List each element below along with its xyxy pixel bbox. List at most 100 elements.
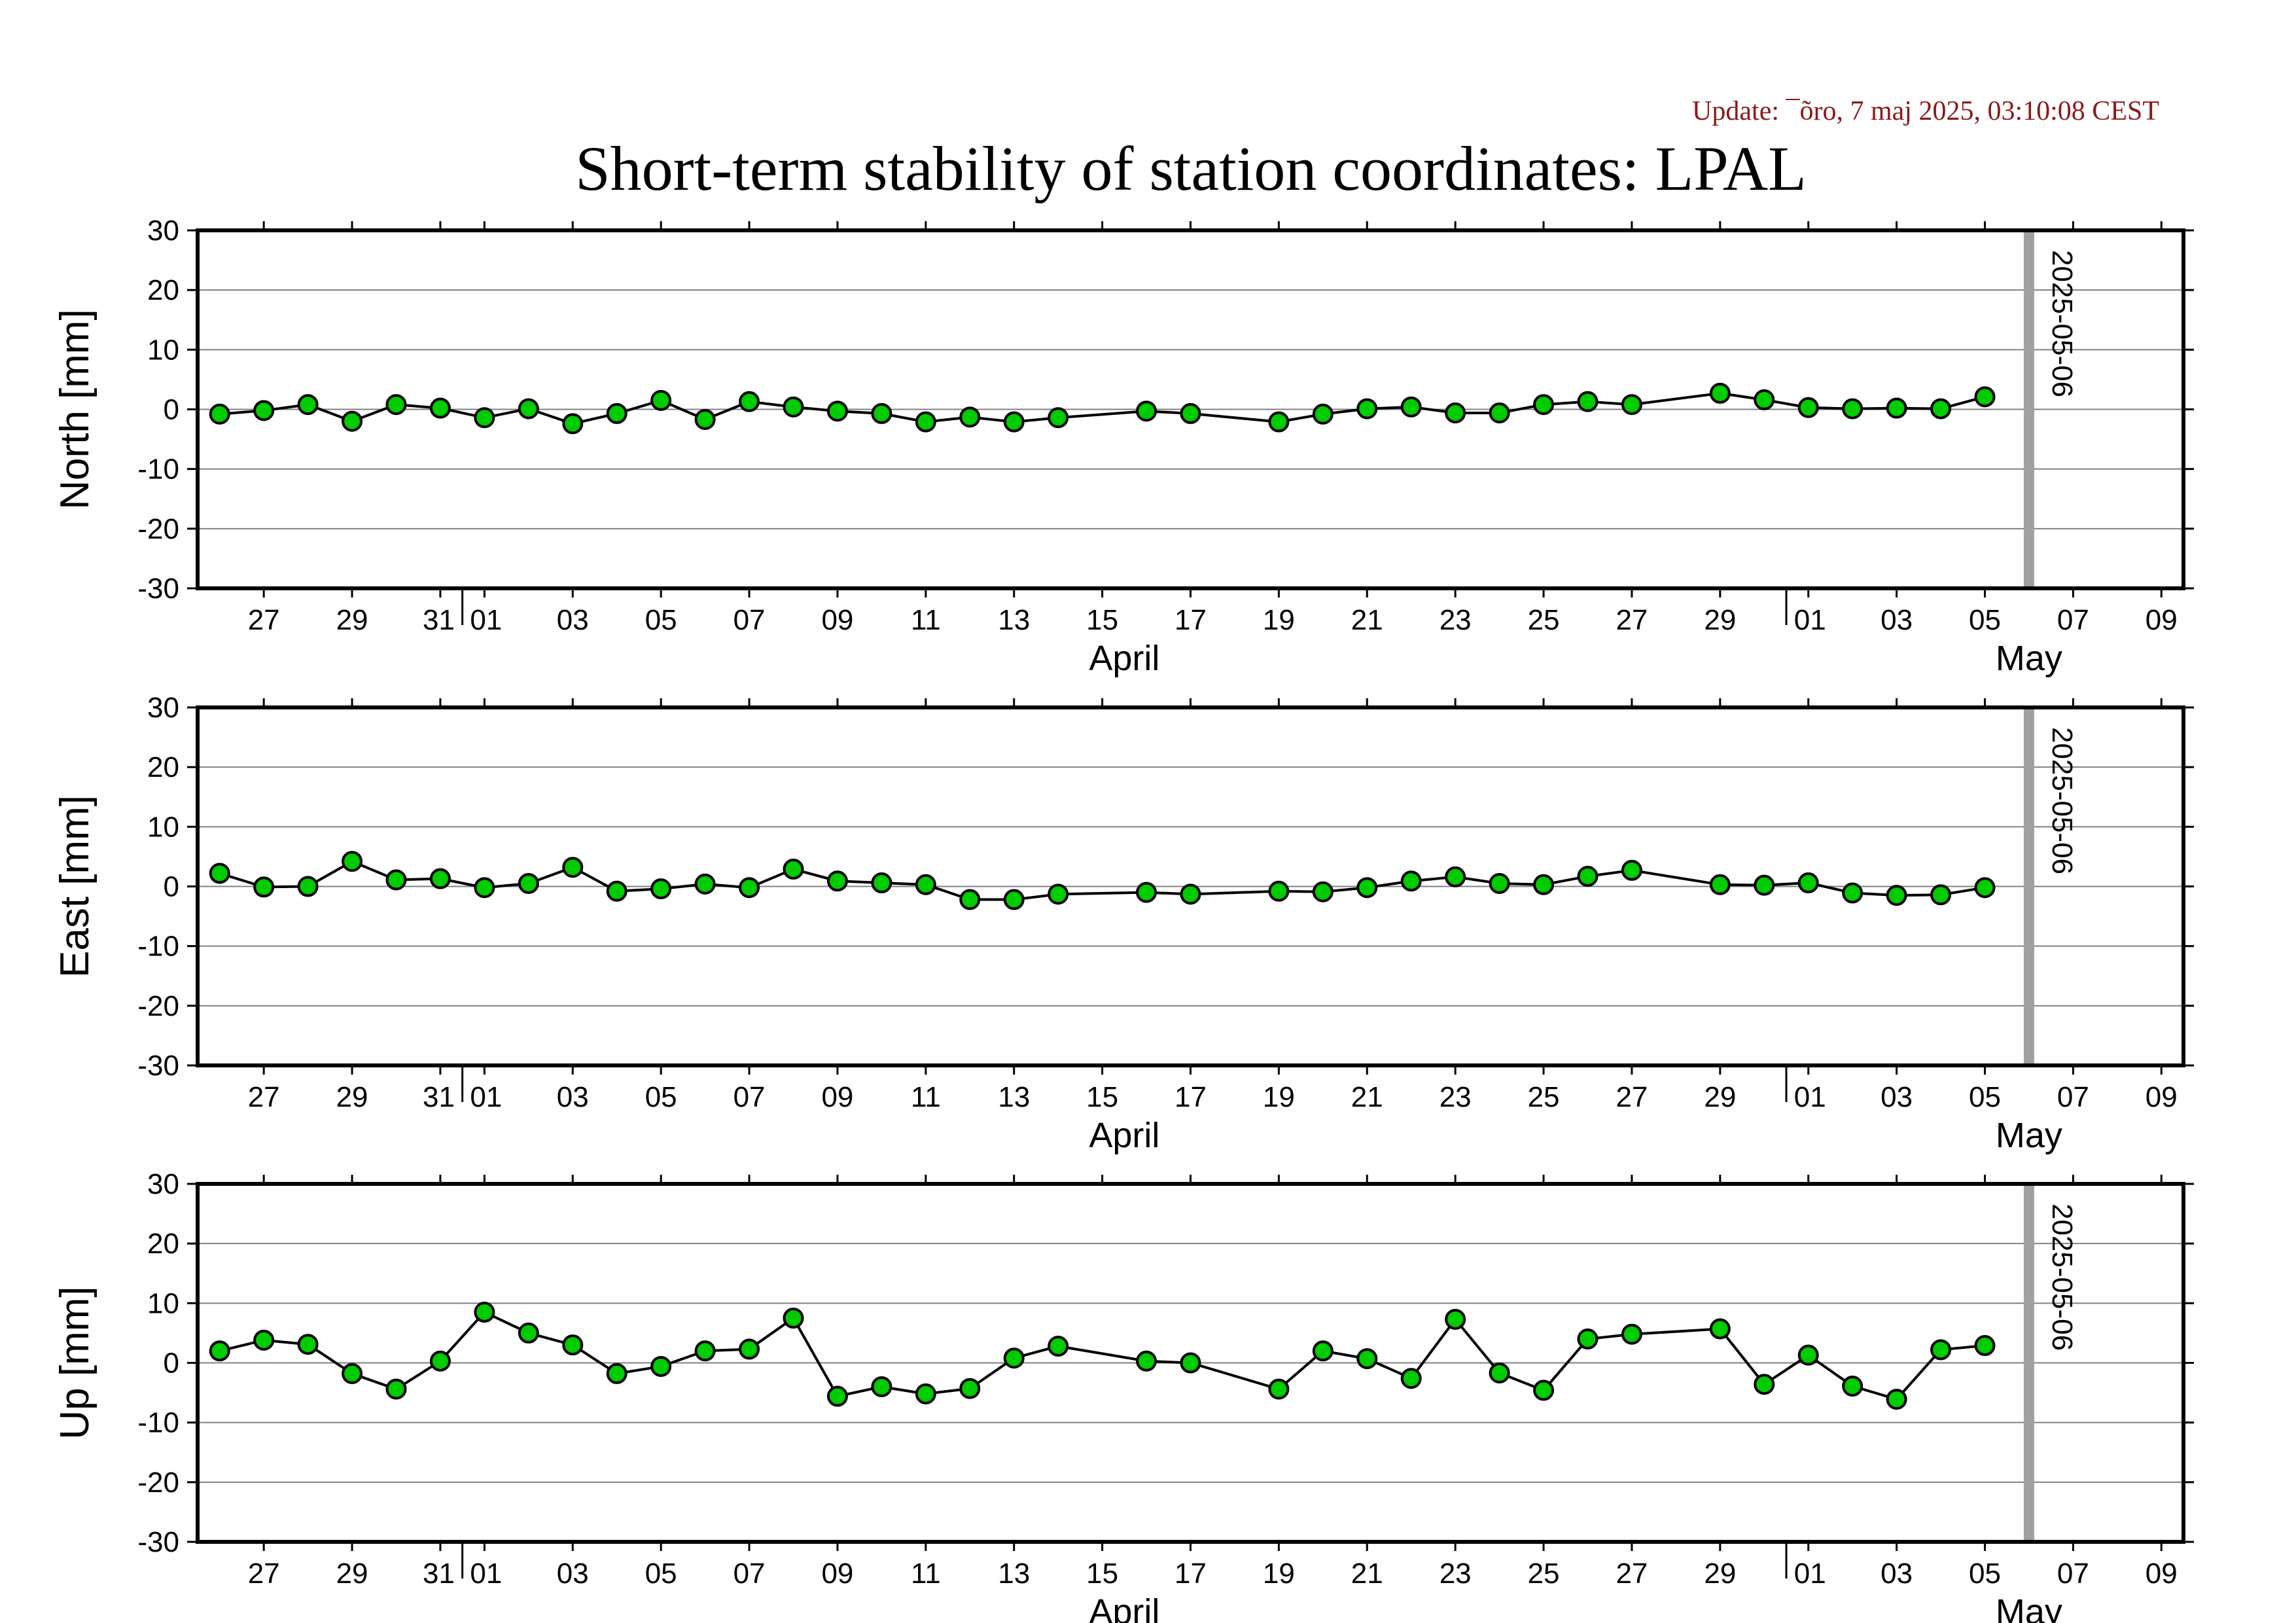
- data-point: [562, 413, 584, 435]
- data-point: [1754, 389, 1775, 410]
- x-tick-label: 27: [248, 604, 280, 636]
- data-point: [739, 877, 760, 899]
- data-point: [1356, 398, 1378, 419]
- x-tick-label: 27: [1616, 1081, 1648, 1113]
- data-point: [606, 1363, 627, 1384]
- data-point: [385, 394, 407, 416]
- x-tick-label: 23: [1439, 604, 1472, 636]
- x-tick-label: 29: [1704, 1081, 1736, 1113]
- x-tick-label: 01: [1794, 604, 1826, 636]
- y-tick-label: -10: [137, 1407, 179, 1439]
- data-point: [518, 872, 539, 894]
- x-tick-label: 09: [821, 1558, 853, 1590]
- data-point: [1356, 877, 1378, 899]
- plot-frame: [196, 1182, 2185, 1544]
- data-point: [826, 870, 848, 892]
- x-tick-label: 07: [733, 1558, 766, 1590]
- x-tick-label: 21: [1351, 1081, 1383, 1113]
- y-axis-label: Up [mm]: [52, 1286, 97, 1439]
- y-tick-label: 10: [147, 334, 179, 366]
- data-point: [1136, 401, 1157, 422]
- data-point: [209, 403, 230, 425]
- x-tick-label: 05: [1969, 1081, 2001, 1113]
- x-tick-label: 21: [1351, 604, 1383, 636]
- x-tick-label: 29: [336, 1558, 368, 1590]
- data-point: [1268, 880, 1290, 902]
- x-tick-label: 27: [1616, 604, 1648, 636]
- x-tick-label: 07: [2057, 1558, 2089, 1590]
- data-point: [1842, 398, 1863, 419]
- month-label: May: [1996, 1592, 2062, 1623]
- y-axis-label: North [mm]: [52, 309, 97, 510]
- data-point: [253, 400, 275, 421]
- data-point: [871, 1376, 892, 1397]
- data-point: [915, 874, 936, 895]
- x-tick-label: 31: [423, 604, 455, 636]
- x-tick-label: 03: [1881, 1558, 1913, 1590]
- y-tick-label: -20: [137, 513, 179, 545]
- data-point: [385, 1378, 407, 1400]
- data-point: [1533, 1380, 1555, 1401]
- data-point: [1048, 407, 1069, 429]
- data-point: [429, 397, 451, 419]
- data-point: [826, 1385, 848, 1407]
- data-point: [1312, 403, 1333, 425]
- data-point: [959, 889, 981, 910]
- data-point: [694, 1340, 716, 1362]
- data-point: [1930, 884, 1952, 906]
- x-tick-label: 19: [1263, 604, 1295, 636]
- data-point: [1445, 866, 1466, 887]
- x-tick-label: 01: [470, 1558, 502, 1590]
- x-tick-label: 13: [998, 604, 1030, 636]
- x-tick-label: 27: [248, 1081, 280, 1113]
- data-point: [562, 857, 584, 878]
- y-tick-label: 0: [164, 1347, 179, 1380]
- data-point: [783, 859, 804, 880]
- data-point: [297, 876, 319, 897]
- x-tick-label: 03: [1881, 604, 1913, 636]
- data-point: [739, 391, 760, 412]
- data-point: [297, 394, 319, 416]
- x-tick-label: 07: [733, 1081, 766, 1113]
- data-point: [1180, 402, 1201, 424]
- x-tick-label: 29: [1704, 1558, 1736, 1590]
- y-tick-label: -20: [137, 1467, 179, 1499]
- data-point: [1489, 1362, 1510, 1383]
- month-label: April: [1089, 1116, 1159, 1155]
- x-tick-label: 25: [1528, 1081, 1560, 1113]
- date-marker-label: 2025-05-06: [2046, 1204, 2078, 1351]
- x-tick-label: 05: [1969, 604, 2001, 636]
- data-point: [650, 389, 672, 411]
- data-point: [694, 408, 716, 430]
- data-point: [1754, 874, 1775, 896]
- data-point: [1356, 1348, 1378, 1370]
- plot-frame: [196, 705, 2185, 1067]
- x-tick-label: 09: [821, 604, 853, 636]
- y-axis-label: East [mm]: [52, 795, 97, 978]
- data-point: [1797, 872, 1819, 894]
- data-point: [871, 402, 892, 424]
- month-label: April: [1089, 639, 1159, 678]
- data-point: [1400, 870, 1422, 892]
- data-point: [1003, 411, 1025, 433]
- data-point: [1312, 1340, 1333, 1362]
- data-point: [826, 401, 848, 422]
- data-point: [1709, 1318, 1731, 1340]
- data-point: [518, 398, 539, 419]
- data-point: [1886, 1389, 1907, 1410]
- data-point: [1577, 866, 1598, 887]
- data-point: [429, 1350, 451, 1372]
- x-tick-label: 19: [1263, 1558, 1295, 1590]
- data-point: [1400, 396, 1422, 418]
- y-tick-label: -30: [137, 573, 179, 605]
- x-tick-label: 01: [470, 1081, 502, 1113]
- x-tick-label: 27: [248, 1558, 280, 1590]
- x-tick-label: 29: [1704, 604, 1736, 636]
- y-tick-label: 10: [147, 1287, 179, 1319]
- x-tick-label: 17: [1174, 1081, 1207, 1113]
- x-tick-label: 11: [911, 604, 941, 636]
- data-point: [1489, 872, 1510, 894]
